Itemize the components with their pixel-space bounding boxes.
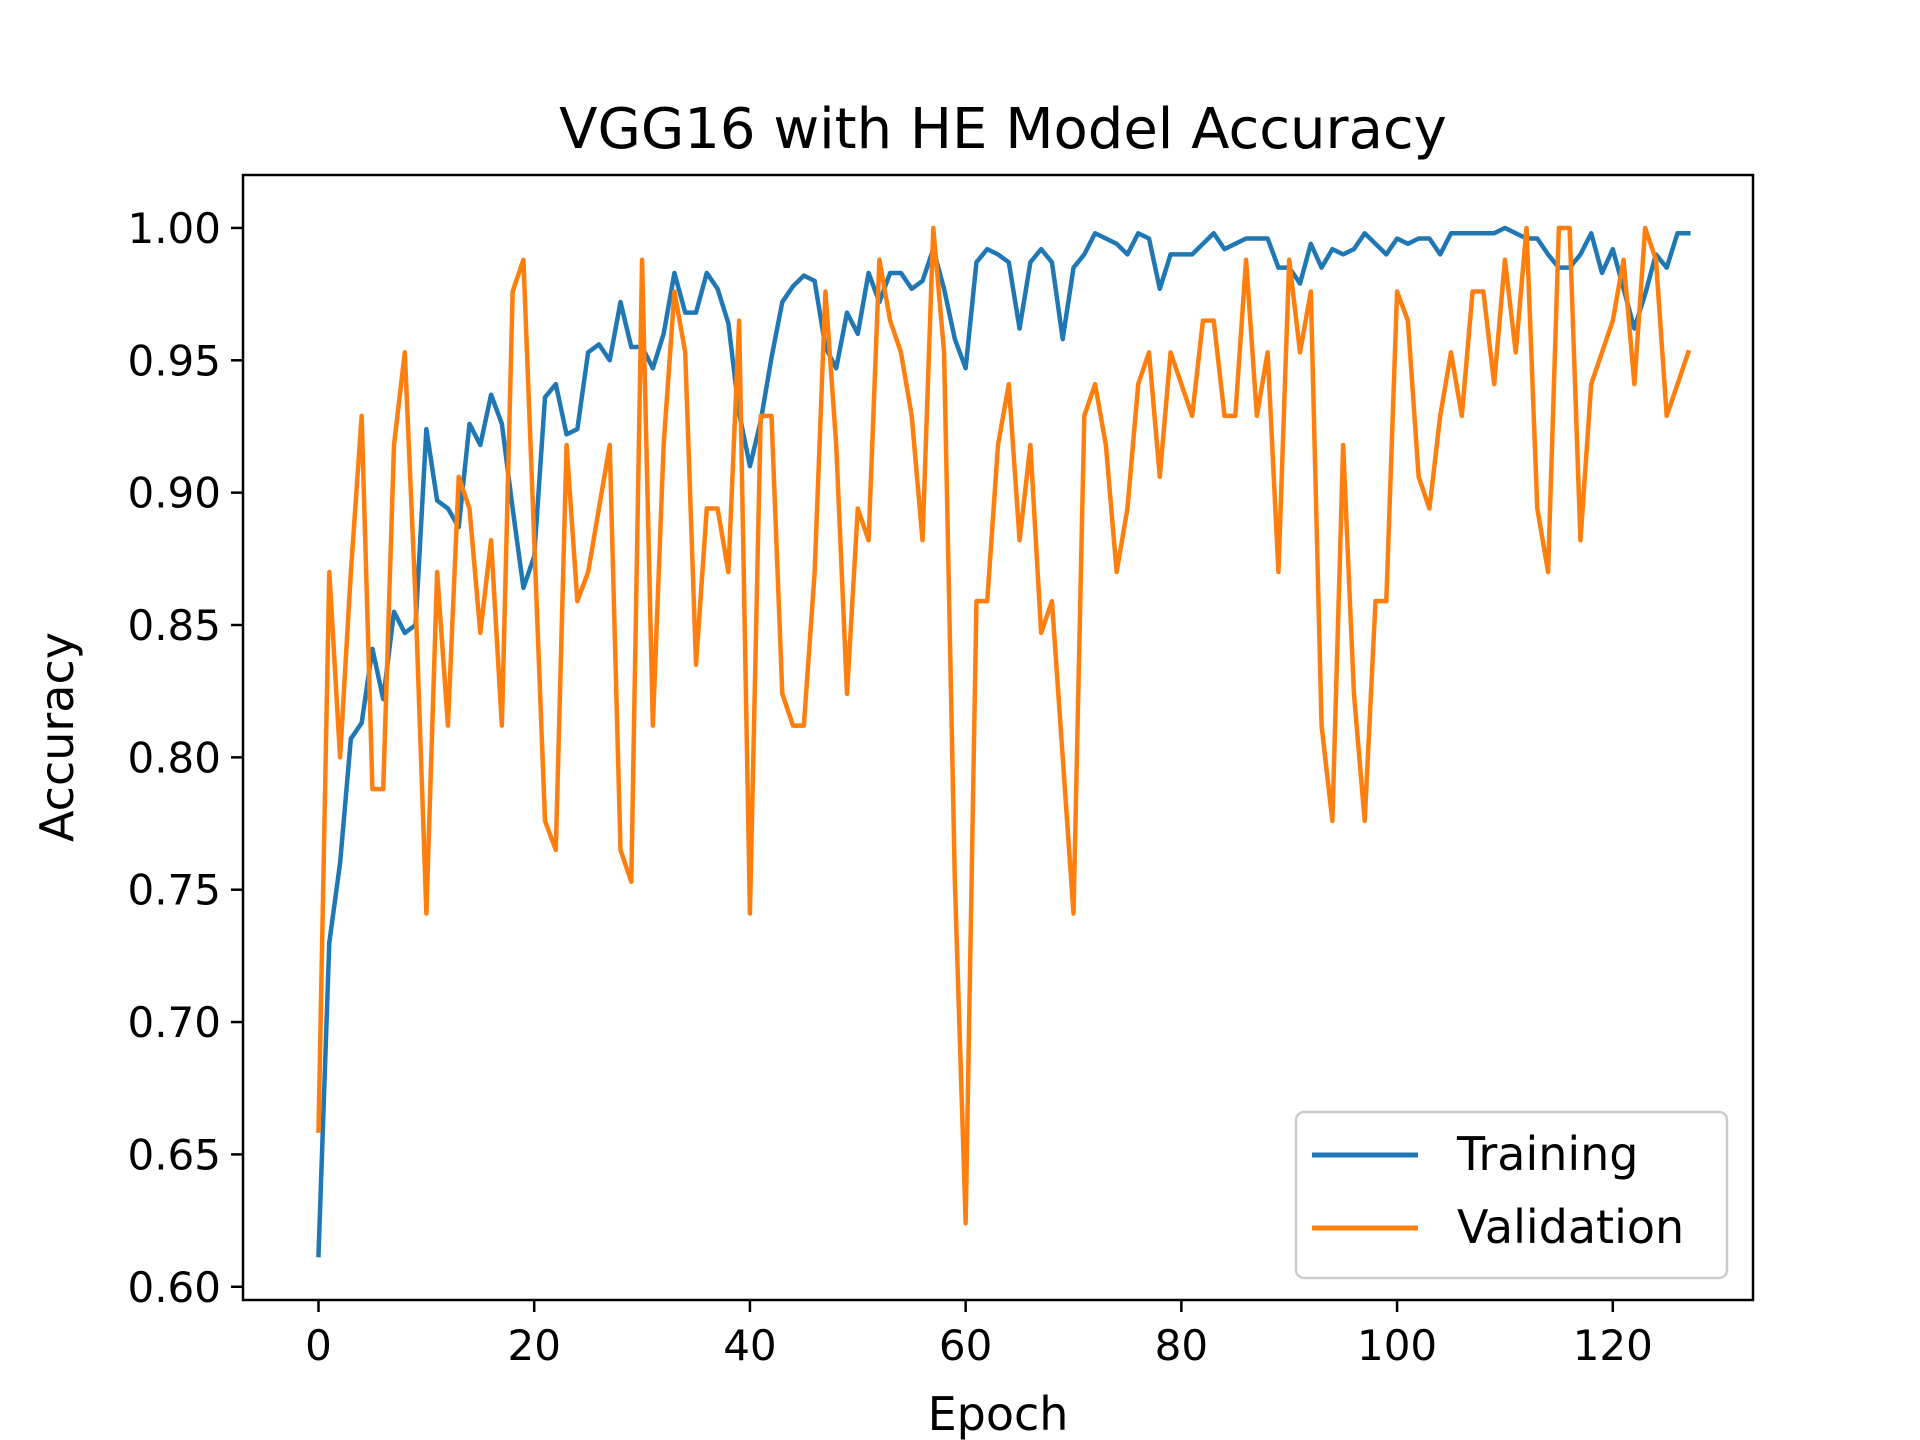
y-tick-label: 0.90 xyxy=(127,469,221,518)
x-axis-ticks: 0 20 40 60 80 100 120 xyxy=(305,1300,1653,1370)
x-axis-label: Epoch xyxy=(928,1387,1069,1440)
y-tick-label: 1.00 xyxy=(127,204,221,253)
y-axis-label: Accuracy xyxy=(30,632,84,842)
y-tick-label: 0.80 xyxy=(127,733,221,782)
x-tick-label: 60 xyxy=(939,1321,992,1370)
y-tick-label: 0.75 xyxy=(127,866,221,915)
series-layer xyxy=(316,225,1692,1258)
x-tick-label: 0 xyxy=(305,1321,332,1370)
y-tick-label: 0.65 xyxy=(127,1130,221,1179)
plot-frame xyxy=(241,173,1755,1302)
legend-label-validation: Validation xyxy=(1457,1200,1684,1254)
legend-label-training: Training xyxy=(1456,1127,1639,1181)
legend: Training Validation xyxy=(1294,1110,1729,1280)
series-line-validation xyxy=(316,225,1692,1226)
y-tick-label: 0.95 xyxy=(127,336,221,385)
x-tick-label: 40 xyxy=(723,1321,776,1370)
x-tick-label: 100 xyxy=(1357,1321,1437,1370)
y-tick-label: 0.85 xyxy=(127,601,221,650)
chart-title: VGG16 with HE Model Accuracy xyxy=(559,97,1447,162)
y-tick-label: 0.60 xyxy=(127,1263,221,1312)
y-axis-ticks: 0.60 0.65 0.70 0.75 0.80 0.85 0.90 0.95 1.00 xyxy=(127,204,243,1312)
x-tick-label: 20 xyxy=(507,1321,560,1370)
series-line-training xyxy=(316,225,1691,1258)
x-tick-label: 120 xyxy=(1573,1321,1653,1370)
x-tick-label: 80 xyxy=(1155,1321,1208,1370)
y-tick-label: 0.70 xyxy=(127,998,221,1047)
